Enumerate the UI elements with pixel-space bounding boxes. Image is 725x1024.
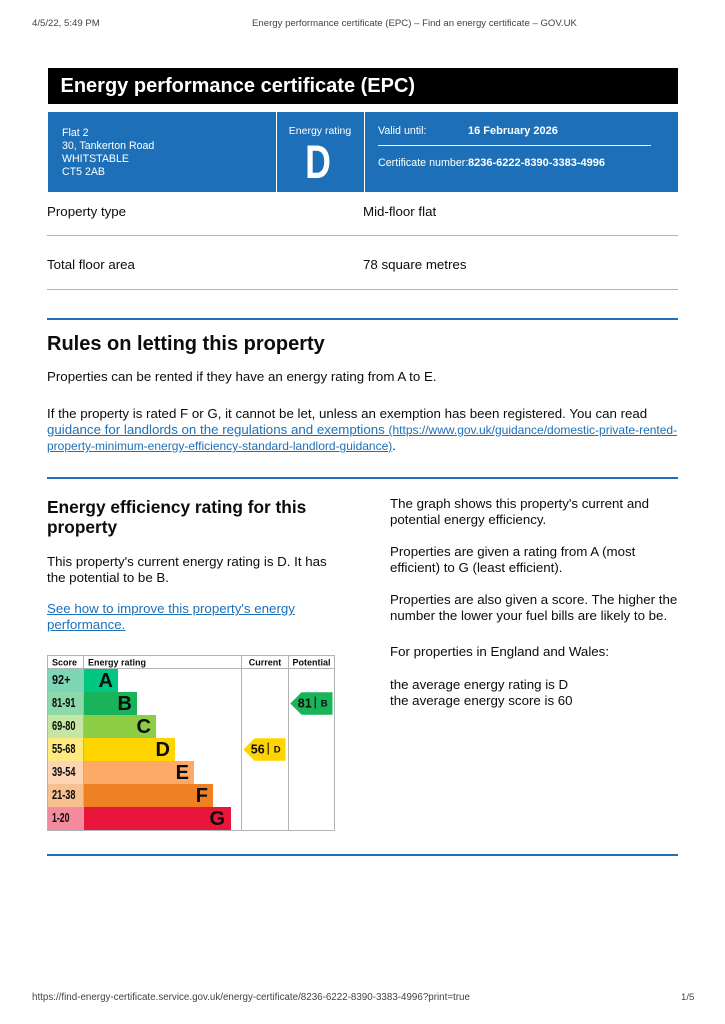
svg-text:Score: Score [52,658,77,668]
svg-text:69-80: 69-80 [52,718,76,733]
svg-text:56: 56 [251,742,265,756]
svg-text:81-91: 81-91 [52,695,76,710]
svg-text:C: C [137,716,151,738]
svg-text:E: E [176,762,189,784]
svg-text:81: 81 [298,696,312,710]
svg-text:39-54: 39-54 [52,764,76,779]
svg-text:D: D [156,739,170,761]
svg-text:G: G [209,808,225,830]
svg-text:55-68: 55-68 [52,741,76,756]
svg-text:92+: 92+ [52,672,71,687]
svg-text:B: B [321,698,328,709]
svg-text:B: B [118,693,132,715]
svg-text:D: D [274,744,281,755]
svg-text:Current: Current [249,658,282,668]
svg-text:1-20: 1-20 [52,810,70,825]
svg-text:A: A [99,670,113,692]
svg-text:Energy rating: Energy rating [88,658,146,668]
svg-text:F: F [196,785,208,807]
svg-text:Potential: Potential [292,658,330,668]
svg-text:21-38: 21-38 [52,787,76,802]
svg-text:|: | [267,740,270,755]
svg-text:|: | [314,694,317,709]
